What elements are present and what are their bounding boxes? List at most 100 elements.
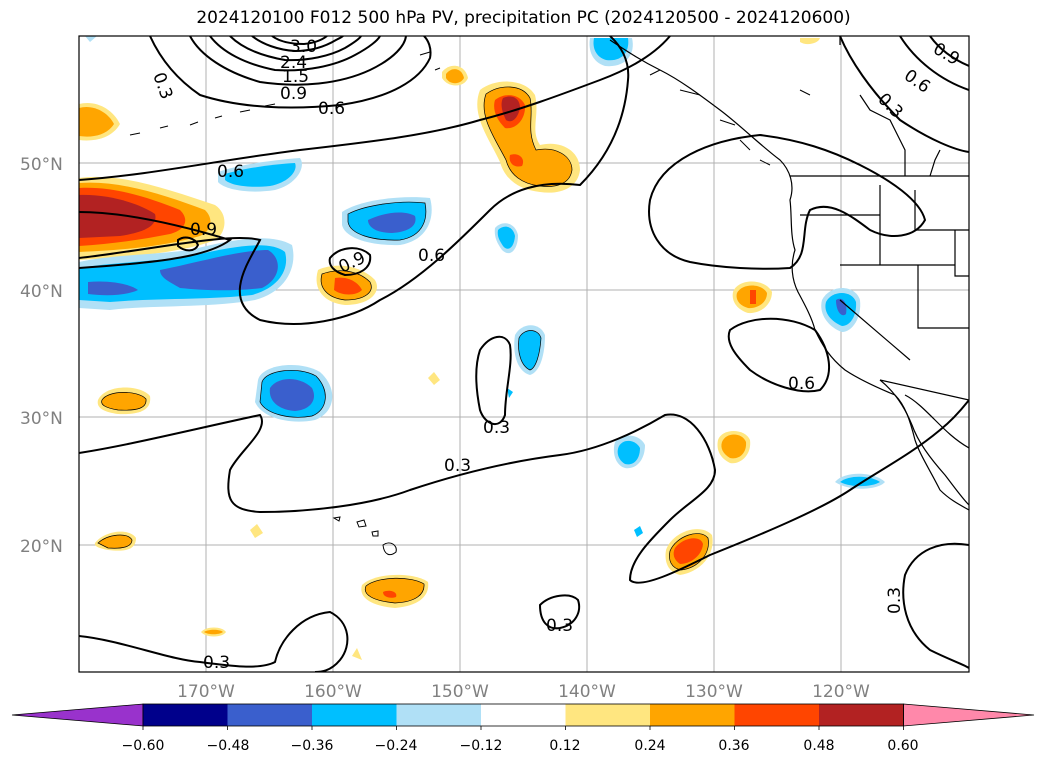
colorbar-tick-labels: −0.60 −0.48 −0.36 −0.24 −0.12 0.12 0.24 … bbox=[122, 738, 919, 754]
contour-label: 3.0 bbox=[290, 37, 317, 57]
hawaii-island bbox=[356, 519, 367, 528]
precip-blob bbox=[365, 578, 425, 603]
lon-tick-label: 120°W bbox=[812, 682, 870, 702]
lon-tick-labels: 170°W 160°W 150°W 140°W 130°W 120°W bbox=[177, 682, 870, 702]
precip-blob bbox=[721, 434, 747, 459]
colorbar-segment bbox=[143, 704, 228, 726]
contour-label: 0.9 bbox=[190, 220, 217, 240]
colorbar-extend-max bbox=[903, 703, 1035, 727]
contour-label: 0.6 bbox=[217, 162, 244, 182]
contour-label: 0.6 bbox=[318, 99, 345, 119]
precip-blob bbox=[593, 38, 629, 61]
colorbar-tick-label: 0.60 bbox=[887, 738, 918, 754]
precip-blob bbox=[85, 36, 97, 42]
colorbar-tick-label: −0.60 bbox=[122, 738, 165, 754]
colorbar-segment bbox=[734, 704, 820, 726]
precip-blob bbox=[334, 277, 362, 295]
precip-blob bbox=[840, 476, 880, 487]
lon-tick-label: 140°W bbox=[558, 682, 616, 702]
islands bbox=[129, 51, 811, 556]
contour-label: 2.4 bbox=[280, 53, 307, 73]
precip-blob bbox=[507, 388, 513, 398]
lon-tick-label: 150°W bbox=[431, 682, 489, 702]
pv-contour bbox=[79, 399, 969, 584]
precip-blob bbox=[269, 379, 315, 411]
colorbar-segment bbox=[312, 704, 397, 726]
pv-contour bbox=[929, 36, 969, 67]
colorbar-tick-label: −0.24 bbox=[375, 738, 418, 754]
lat-tick-labels: 50°N 40°N 30°N 20°N bbox=[20, 155, 63, 557]
precip-blob bbox=[79, 194, 156, 238]
precip-blob bbox=[79, 106, 114, 137]
pv-contour bbox=[475, 335, 512, 425]
colorbar-tick-label: −0.36 bbox=[291, 738, 334, 754]
precip-blob bbox=[250, 524, 263, 538]
pv-contour bbox=[209, 36, 381, 72]
map-border bbox=[78, 35, 970, 673]
coast-detail bbox=[839, 36, 941, 177]
pv-contour bbox=[79, 211, 233, 269]
contour-label: 0.3 bbox=[203, 653, 230, 673]
pv-contour bbox=[648, 133, 927, 270]
hawaii-island bbox=[382, 542, 397, 556]
contour-label: 0.9 bbox=[280, 84, 307, 104]
colorbar-tick-label: 0.24 bbox=[634, 738, 665, 754]
colorbar-segment bbox=[481, 704, 566, 726]
lon-tick-label: 130°W bbox=[685, 682, 743, 702]
precip-blob bbox=[750, 290, 756, 304]
gulf-coast bbox=[904, 394, 969, 449]
contour-label: 0.6 bbox=[418, 246, 445, 266]
baja-coast bbox=[879, 379, 969, 506]
map-title: 2024120100 F012 500 hPa PV, precipitatio… bbox=[196, 8, 851, 28]
pv-contour bbox=[229, 36, 362, 62]
lat-tick-label: 50°N bbox=[20, 155, 63, 175]
precip-blob bbox=[368, 212, 416, 233]
precip-blob bbox=[673, 538, 703, 564]
precip-blob bbox=[518, 330, 541, 370]
colorbar-tick-label: −0.12 bbox=[460, 738, 503, 754]
pv-contour bbox=[149, 36, 432, 109]
pv-contour bbox=[271, 36, 328, 46]
precip-blob bbox=[225, 163, 296, 187]
precip-blob bbox=[101, 392, 147, 411]
contour-label: 1.5 bbox=[282, 67, 309, 87]
lat-tick-label: 20°N bbox=[20, 537, 63, 557]
pv-contour bbox=[177, 236, 200, 252]
colorbar-segment bbox=[227, 704, 313, 726]
hawaii-island bbox=[332, 516, 341, 522]
pv-contour bbox=[839, 36, 969, 153]
precip-blob bbox=[446, 69, 464, 84]
precip-blob bbox=[509, 154, 524, 167]
lon-tick-label: 160°W bbox=[304, 682, 362, 702]
precip-blob bbox=[617, 440, 640, 465]
coastlines bbox=[609, 36, 969, 511]
contour-label: 0.3 bbox=[483, 418, 510, 438]
precip-blob bbox=[98, 534, 132, 549]
colorbar-tick-label: 0.48 bbox=[803, 738, 834, 754]
us-state-lines bbox=[800, 185, 969, 401]
pv-contour bbox=[189, 36, 407, 86]
hawaii-island bbox=[371, 530, 379, 537]
pv-contour bbox=[727, 317, 831, 393]
precip-blob bbox=[497, 226, 515, 249]
colorbar-segment bbox=[396, 704, 482, 726]
lat-tick-label: 40°N bbox=[20, 282, 63, 302]
pv-contours bbox=[79, 36, 969, 672]
precip-outlines bbox=[97, 86, 709, 604]
precip-blob bbox=[88, 281, 138, 296]
colorbar-tick-label: 0.36 bbox=[718, 738, 749, 754]
pv-contour bbox=[251, 36, 344, 53]
colorbar-extend-min bbox=[11, 703, 144, 727]
lat-tick-label: 30°N bbox=[20, 409, 63, 429]
contour-label: 0.6 bbox=[788, 374, 815, 394]
precip-blob bbox=[428, 372, 440, 385]
colorbar bbox=[11, 703, 1035, 730]
contour-label: 0.3 bbox=[444, 456, 471, 476]
lon-tick-label: 170°W bbox=[177, 682, 235, 702]
aleutian-islands bbox=[129, 103, 276, 136]
pv-contour bbox=[79, 610, 349, 672]
precip-blob bbox=[352, 648, 362, 660]
contour-label: 0.3 bbox=[546, 616, 573, 636]
precip-blob bbox=[204, 629, 223, 635]
